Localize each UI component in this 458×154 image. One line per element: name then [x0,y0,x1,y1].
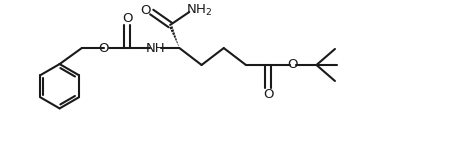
Text: O: O [263,88,273,101]
Text: O: O [288,59,298,71]
Text: O: O [99,42,109,55]
Text: O: O [122,12,132,25]
Text: NH$_2$: NH$_2$ [186,3,213,18]
Text: NH: NH [146,42,165,55]
Text: O: O [140,4,151,17]
